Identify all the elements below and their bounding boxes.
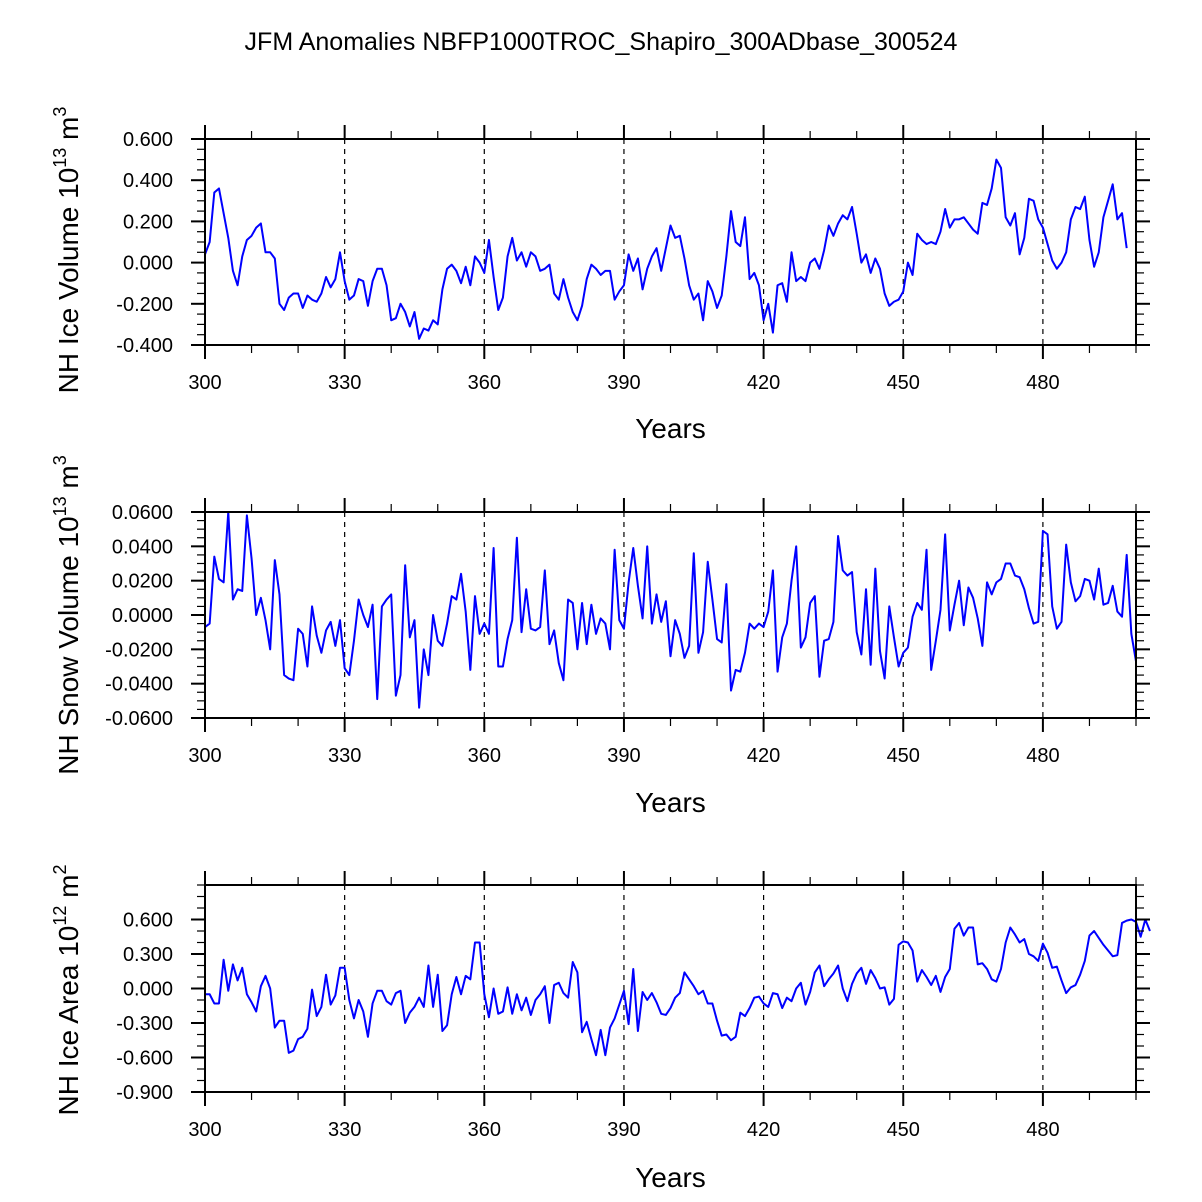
x-tick-label: 300 — [188, 745, 221, 767]
x-tick-label: 480 — [1026, 372, 1059, 394]
y-tick-label: -0.0400 — [105, 674, 173, 696]
data-line-nh-ice-area — [205, 918, 1151, 1057]
y-tick-label: -0.200 — [116, 294, 173, 316]
x-tick-label: 330 — [328, 1119, 361, 1141]
y-tick-label: 0.0600 — [112, 502, 173, 524]
y-axis-label-unit: m — [53, 465, 84, 496]
x-tick-label: 450 — [887, 745, 920, 767]
x-tick-label: 300 — [188, 1119, 221, 1141]
x-tick-label: 420 — [747, 745, 780, 767]
y-tick-label: -0.0600 — [105, 708, 173, 730]
x-axis-label: Years — [635, 413, 706, 444]
x-tick-label: 480 — [1026, 745, 1059, 767]
y-tick-label: 0.0000 — [112, 605, 173, 627]
x-tick-label: 360 — [468, 745, 501, 767]
y-axis-label-unit: m — [53, 875, 84, 906]
x-tick-label: 300 — [188, 372, 221, 394]
panel-2: 300 330 360 390 420 450 480 -0.0600 -0.0400 -0.02… — [50, 455, 1150, 818]
y-axis-label-unit-exponent: 3 — [50, 107, 70, 117]
data-line-nh-ice-volume — [204, 158, 1128, 340]
y-tick-label: 0.000 — [123, 979, 173, 1001]
x-tick-label: 360 — [468, 1119, 501, 1141]
x-tick-label: 450 — [887, 372, 920, 394]
y-axis-label-unit-exponent: 3 — [50, 455, 70, 465]
panel-1: 300 330 360 390 420 450 480 -0.400 -0.200 0.000 0.… — [50, 107, 1150, 444]
y-tick-label: 0.000 — [123, 253, 173, 275]
y-axis-label: NH Snow Volume 1013 m3 — [50, 455, 84, 775]
y-tick-label: 0.0200 — [112, 571, 173, 593]
y-tick-label: -0.300 — [116, 1013, 173, 1035]
x-tick-label: 360 — [468, 372, 501, 394]
x-tick-label: 390 — [607, 745, 640, 767]
panel-3: 300 330 360 390 420 450 480 -0.900 -0.600 -0.300 0… — [50, 864, 1151, 1193]
y-axis-label: NH Ice Area 1012 m2 — [50, 864, 84, 1115]
y-tick-label: 0.0400 — [112, 536, 173, 558]
y-tick-label: 0.400 — [123, 170, 173, 192]
y-tick-label: 0.600 — [123, 910, 173, 932]
y-tick-label: -0.0200 — [105, 639, 173, 661]
x-tick-label: 480 — [1026, 1119, 1059, 1141]
x-axis-label: Years — [635, 1162, 706, 1193]
y-axis-label-text: NH Ice Area 10 — [53, 926, 84, 1116]
y-axis-label-text: NH Ice Volume 10 — [53, 168, 84, 394]
x-tick-label: 390 — [607, 372, 640, 394]
y-axis-label-text: NH Snow Volume 10 — [53, 516, 84, 774]
x-tick-label: 420 — [747, 372, 780, 394]
chart-title: JFM Anomalies NBFP1000TROC_Shapiro_300AD… — [245, 28, 958, 56]
x-tick-label: 330 — [328, 372, 361, 394]
y-tick-label: -0.900 — [116, 1082, 173, 1104]
x-tick-label: 420 — [747, 1119, 780, 1141]
y-axis-label-exponent: 13 — [50, 148, 70, 168]
y-axis-label: NH Ice Volume 1013 m3 — [50, 107, 84, 394]
y-tick-label: -0.600 — [116, 1048, 173, 1070]
y-tick-label: -0.400 — [116, 335, 173, 357]
x-tick-label: 450 — [887, 1119, 920, 1141]
x-axis-label: Years — [635, 787, 706, 818]
y-tick-label: 0.600 — [123, 129, 173, 151]
data-line-nh-snow-volume — [204, 511, 1137, 709]
y-tick-label: 0.200 — [123, 211, 173, 233]
y-axis-label-unit-exponent: 2 — [50, 864, 70, 874]
x-tick-label: 390 — [607, 1119, 640, 1141]
y-axis-label-unit: m — [53, 117, 84, 148]
x-tick-label: 330 — [328, 745, 361, 767]
y-axis-label-exponent: 12 — [50, 906, 70, 926]
y-tick-label: 0.300 — [123, 944, 173, 966]
y-axis-label-exponent: 13 — [50, 496, 70, 516]
